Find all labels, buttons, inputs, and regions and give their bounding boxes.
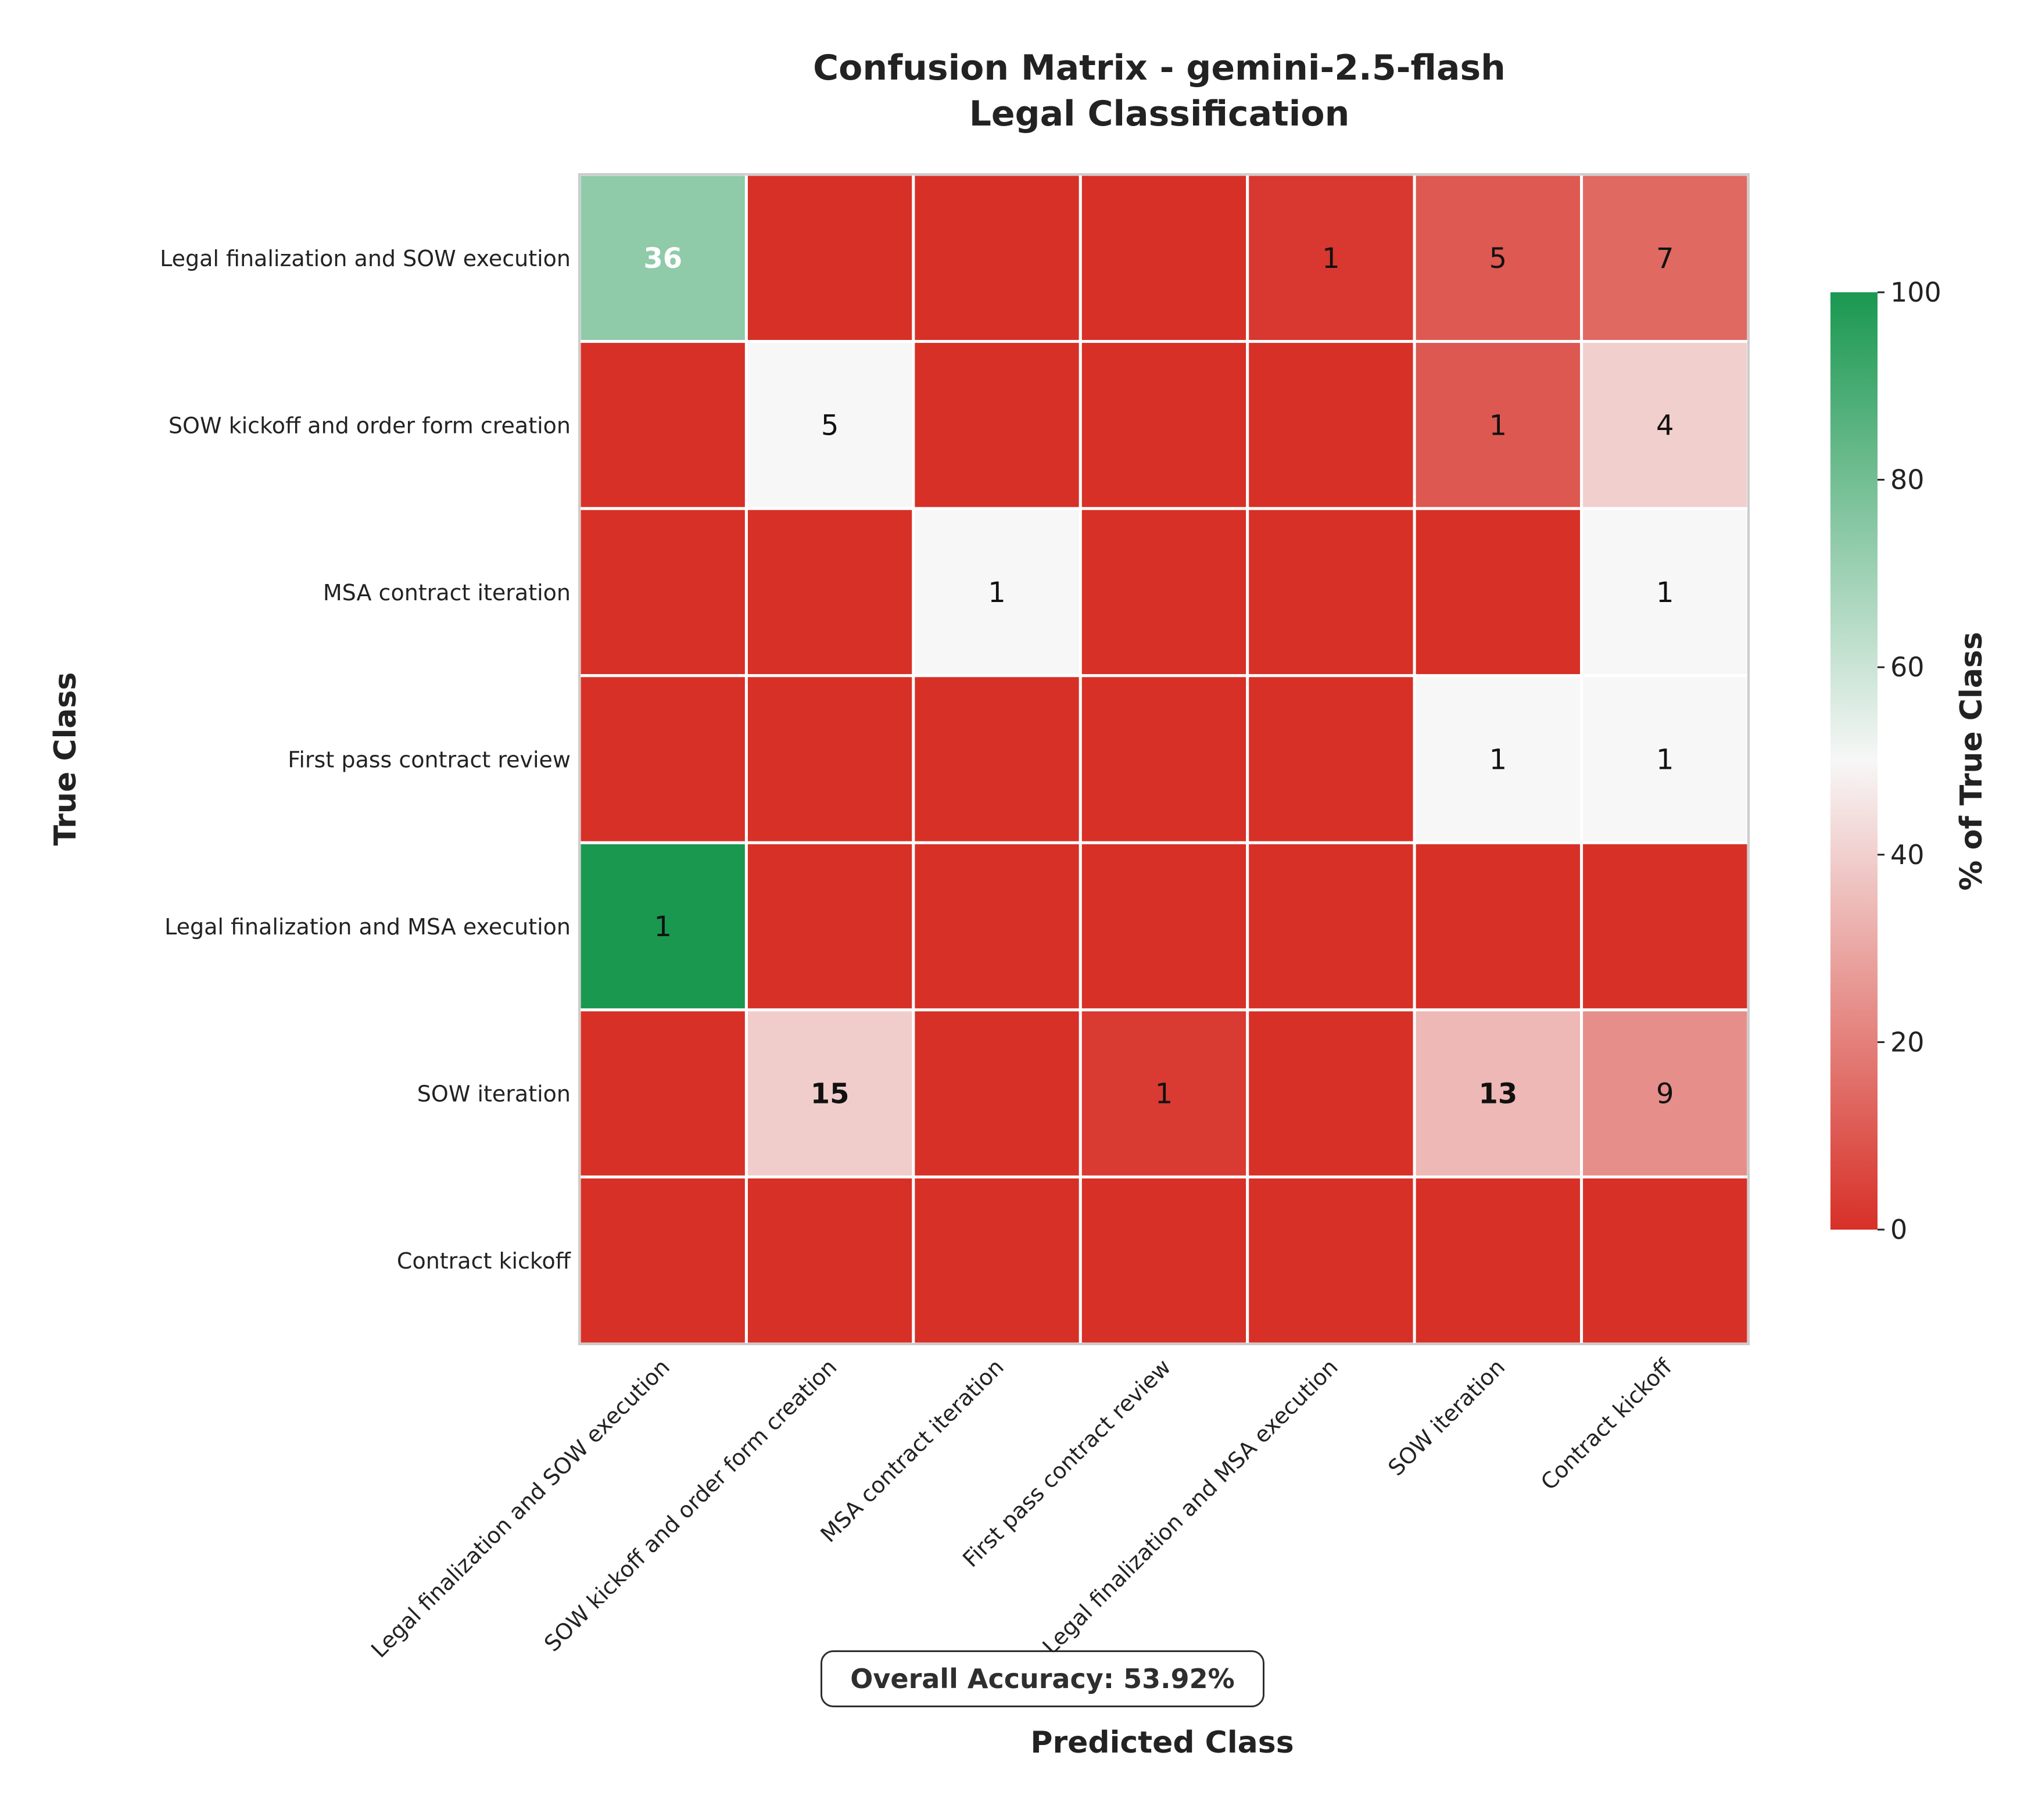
heatmap-cell (912, 507, 1082, 678)
heatmap-cell (578, 507, 748, 678)
y-tick-label: MSA contract iteration (323, 580, 571, 606)
heatmap-cell (1079, 1175, 1249, 1346)
heatmap-cell (1580, 1175, 1750, 1346)
cell-value-label: 1 (654, 911, 672, 943)
y-tick-label: Legal finalization and SOW execution (160, 246, 571, 271)
colorbar-ticks: 0 20 40 60 80 100 (1878, 277, 1941, 1245)
cell-value-label: 1 (1322, 242, 1340, 275)
heatmap-cell (912, 1008, 1082, 1178)
x-tick-label: Contract kickoff (1536, 1354, 1677, 1495)
heatmap-cell (912, 340, 1082, 510)
heatmap-cell (578, 173, 748, 343)
heatmap-cell (1246, 1008, 1416, 1178)
heatmap-cell (1246, 173, 1416, 343)
heatmap-cell (578, 674, 748, 844)
colorbar-label: % of True Class (1954, 632, 1989, 890)
cell-value-label: 9 (1656, 1078, 1674, 1110)
heatmap-cell (1580, 841, 1750, 1012)
cell-value-label: 1 (1489, 409, 1507, 442)
cell-value-label: 1 (1656, 744, 1674, 776)
heatmap-cell (1079, 507, 1249, 678)
heatmap-cell (1079, 674, 1249, 844)
cell-value-label: 4 (1656, 409, 1674, 442)
cell-value-label: 1 (1656, 576, 1674, 609)
heatmap-cell (578, 340, 748, 510)
x-tick-label: Legal finalization and MSA execution (1037, 1354, 1342, 1659)
heatmap-cell (1246, 340, 1416, 510)
cell-value-label: 13 (1478, 1078, 1517, 1110)
colorbar-tick-label: 20 (1890, 1026, 1925, 1058)
heatmap-cell (1413, 674, 1583, 844)
cell-value-label: 5 (1489, 242, 1507, 275)
cell-value-label: 7 (1656, 242, 1674, 275)
heatmap-cell (744, 173, 915, 343)
heatmap-cell (1246, 674, 1416, 844)
colorbar-tick-label: 60 (1890, 651, 1925, 683)
colorbar-tick-label: 100 (1890, 277, 1941, 308)
heatmap-cell (912, 1175, 1082, 1346)
heatmap-cell (912, 173, 1082, 343)
heatmap-cells (578, 173, 1750, 1346)
heatmap-cell (1079, 1008, 1249, 1178)
heatmap-cell (1246, 1175, 1416, 1346)
cell-value-label: 36 (643, 242, 682, 275)
heatmap-cell (912, 674, 1082, 844)
cell-value-label: 15 (811, 1078, 850, 1110)
y-tick-label: Contract kickoff (397, 1248, 571, 1274)
heatmap-cell (1413, 507, 1583, 678)
heatmap-cell (1246, 507, 1416, 678)
heatmap-cell (1413, 1175, 1583, 1346)
heatmap-cell (1079, 340, 1249, 510)
y-axis-label: True Class (48, 672, 83, 846)
colorbar-tick-label: 80 (1890, 464, 1925, 496)
heatmap-cell (912, 841, 1082, 1012)
cell-value-label: 1 (1489, 744, 1507, 776)
y-tick-label: SOW kickoff and order form creation (169, 413, 571, 438)
heatmap-cell (1246, 841, 1416, 1012)
cell-value-label: 1 (988, 576, 1006, 609)
chart-title-line-2: Legal Classification (969, 94, 1350, 134)
heatmap-cell (744, 1175, 915, 1346)
chart-title-line-1: Confusion Matrix - gemini-2.5-flash (813, 48, 1506, 88)
heatmap-cell (744, 507, 915, 678)
x-axis-label: Predicted Class (1030, 1725, 1294, 1760)
x-tick-label: SOW kickoff and order form creation (539, 1354, 841, 1656)
heatmap-cell (744, 674, 915, 844)
overall-accuracy-badge: Overall Accuracy: 53.92% (821, 1650, 1264, 1707)
x-tick-label: MSA contract iteration (815, 1354, 1008, 1547)
cell-value-label: 1 (1155, 1078, 1173, 1110)
heatmap-cell (1413, 841, 1583, 1012)
x-tick-label: SOW iteration (1383, 1354, 1510, 1481)
colorbar-tick-label: 0 (1890, 1214, 1907, 1245)
heatmap-border (578, 173, 1750, 1345)
colorbar (1830, 292, 1878, 1230)
y-tick-label: SOW iteration (417, 1081, 571, 1107)
heatmap-cell (1079, 173, 1249, 343)
y-tick-label: Legal finalization and MSA execution (164, 914, 571, 940)
heatmap-cell (1079, 841, 1249, 1012)
cell-value-label: 5 (821, 409, 839, 442)
heatmap-cell (578, 1175, 748, 1346)
x-axis-tick-labels: Legal finalization and SOW executionSOW … (366, 1354, 1677, 1663)
x-tick-label: Legal finalization and SOW execution (366, 1354, 675, 1663)
y-axis-tick-labels: Legal finalization and SOW execution SOW … (160, 246, 571, 1274)
heatmap-cell (578, 1008, 748, 1178)
y-tick-label: First pass contract review (288, 747, 571, 773)
colorbar-tick-label: 40 (1890, 839, 1925, 870)
heatmap-cell (1413, 340, 1583, 510)
heatmap-cell (744, 841, 915, 1012)
heatmap-cell (1580, 1008, 1750, 1178)
heatmap-cell (578, 841, 748, 1012)
